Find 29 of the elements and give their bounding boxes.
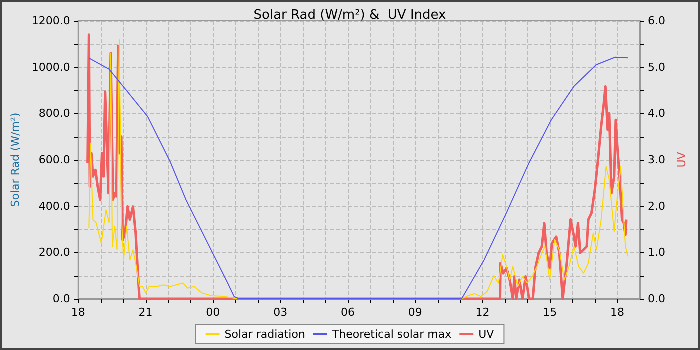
x-tick-label: 09 <box>408 306 422 319</box>
x-tick-label: 03 <box>274 306 288 319</box>
y-tick-label: 600.0 <box>38 154 70 166</box>
chart-title: Solar Rad (W/m²) & UV Index <box>254 8 447 23</box>
y-tick-label: 800.0 <box>38 107 70 120</box>
x-tick-label: 18 <box>610 306 625 319</box>
y-tick-label: 1200.0 <box>32 14 70 28</box>
y-tick-label: 1000.0 <box>32 60 70 74</box>
y-tick-label: 0.0 <box>52 292 70 306</box>
x-tick-label: 06 <box>340 306 355 319</box>
y2-tick-label: 4.0 <box>648 107 666 120</box>
y-tick-label: 400.0 <box>38 200 70 213</box>
x-tick-label: 21 <box>138 306 153 319</box>
y2-tick-label: 1.0 <box>648 246 666 260</box>
y2-tick-label: 0.0 <box>648 292 666 306</box>
y2-tick-label: 5.0 <box>648 60 666 74</box>
x-tick-label: 00 <box>206 306 220 319</box>
y-tick-label: 200.0 <box>38 246 70 260</box>
x-tick-label: 15 <box>543 306 558 319</box>
legend-label: Theoretical solar max <box>331 328 452 341</box>
y2-tick-label: 6.0 <box>648 14 666 28</box>
y2-axis-title: UV <box>675 152 688 168</box>
x-tick-label: 12 <box>476 306 490 319</box>
legend-label: UV <box>478 328 495 341</box>
legend-label: Solar radiation <box>224 328 306 341</box>
x-tick-label: 18 <box>71 306 86 319</box>
y-axis-title: Solar Rad (W/m²) <box>9 112 22 208</box>
y2-tick-label: 3.0 <box>648 154 666 166</box>
y2-tick-label: 2.0 <box>648 200 666 213</box>
